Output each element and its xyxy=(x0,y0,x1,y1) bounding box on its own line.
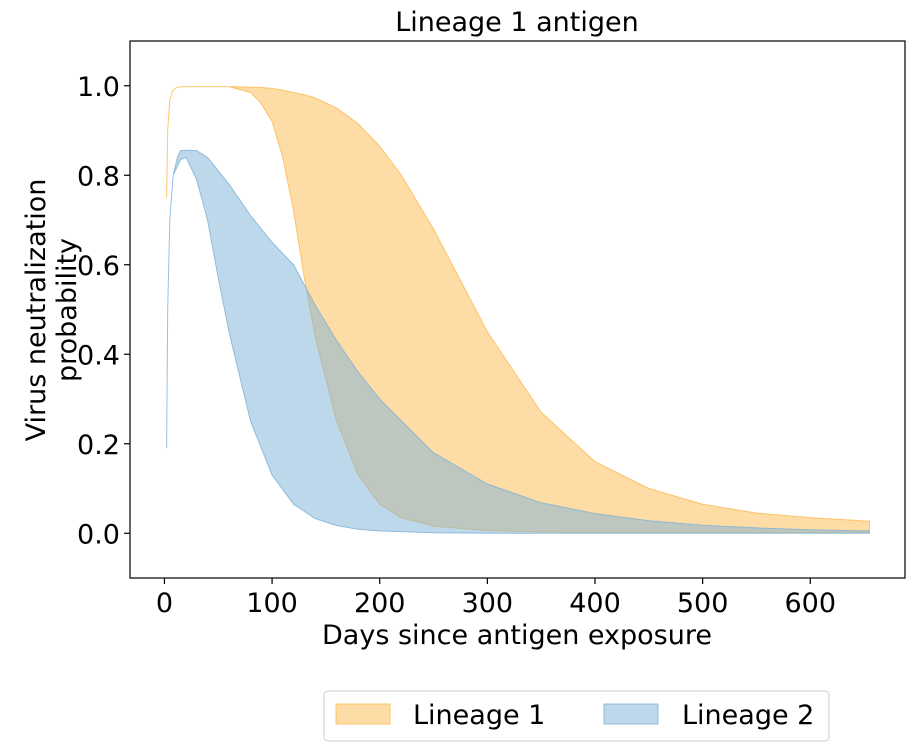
x-tick-label: 600 xyxy=(785,588,837,619)
x-tick-label: 500 xyxy=(677,588,729,619)
x-tick-label: 0 xyxy=(156,588,173,619)
y-axis-label-line2: probability xyxy=(52,238,83,382)
legend-frame xyxy=(323,690,830,742)
y-axis-label-line1: Virus neutralization xyxy=(21,179,52,442)
legend: Lineage 1 Lineage 2 xyxy=(323,690,830,742)
plot-areas xyxy=(166,86,870,534)
y-axis: 0.0 0.2 0.4 0.6 0.8 1.0 xyxy=(77,72,130,550)
y-tick-label: 0.6 xyxy=(77,251,120,282)
y-axis-label: Virus neutralization probability xyxy=(21,179,83,442)
x-axis: 0 100 200 300 400 500 600 xyxy=(156,578,836,619)
chart-title: Lineage 1 antigen xyxy=(395,7,639,38)
y-tick-label: 0.4 xyxy=(77,340,120,371)
plot-frame xyxy=(129,40,906,579)
y-tick-label: 0.2 xyxy=(77,430,120,461)
area-lineage-2 xyxy=(166,149,870,534)
y-tick-label: 0.8 xyxy=(77,161,120,192)
legend-label-lineage-1: Lineage 1 xyxy=(413,700,545,731)
legend-label-lineage-2: Lineage 2 xyxy=(682,700,814,731)
x-axis-label: Days since antigen exposure xyxy=(322,620,712,651)
x-tick-label: 200 xyxy=(354,588,406,619)
legend-swatch-lineage-1 xyxy=(335,703,391,725)
legend-swatch-lineage-2 xyxy=(603,703,659,725)
x-tick-label: 300 xyxy=(462,588,514,619)
x-tick-label: 400 xyxy=(569,588,621,619)
y-tick-label: 0.0 xyxy=(77,519,120,550)
y-tick-label: 1.0 xyxy=(77,72,120,103)
x-tick-label: 100 xyxy=(246,588,298,619)
